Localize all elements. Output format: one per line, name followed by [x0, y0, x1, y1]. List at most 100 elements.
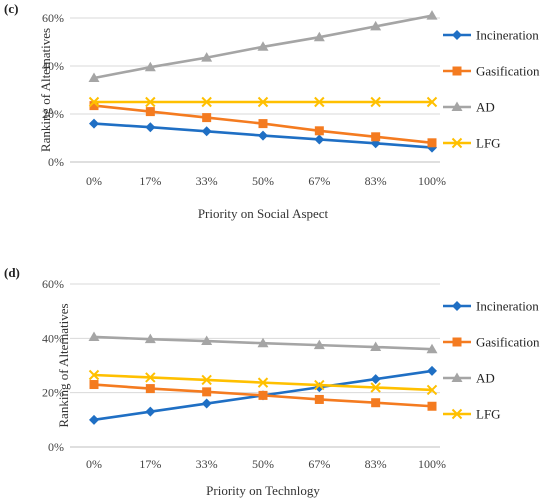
legend-marker	[451, 408, 463, 420]
x-tick-label: 50%	[252, 457, 274, 471]
y-tick-label: 0%	[48, 155, 64, 169]
data-point-gasification	[314, 126, 324, 136]
y-tick-label: 40%	[42, 331, 64, 345]
data-point-lfg	[426, 384, 438, 396]
panel-label: (d)	[4, 265, 20, 280]
data-point-gasification	[202, 387, 212, 397]
data-point-lfg	[88, 369, 100, 381]
legend-item-gasification: Gasification	[443, 64, 540, 79]
data-point-ad	[201, 335, 213, 346]
data-point-incineration	[201, 126, 212, 137]
data-point-incineration	[145, 406, 156, 417]
x-tick-label: 0%	[86, 174, 102, 188]
data-point-lfg	[370, 382, 381, 393]
y-tick-label: 0%	[48, 440, 64, 454]
data-point-gasification	[145, 384, 155, 394]
data-point-gasification	[202, 113, 212, 123]
series-gasification	[89, 380, 437, 411]
series-lfg	[88, 96, 438, 108]
legend-label: LFG	[476, 136, 501, 151]
data-point-lfg	[314, 96, 325, 108]
data-point-ad	[370, 341, 382, 352]
legend-label: AD	[476, 100, 495, 115]
data-point-ad	[201, 52, 213, 62]
legend-item-ad: AD	[443, 100, 495, 115]
data-point-lfg	[201, 374, 212, 386]
data-point-lfg	[201, 96, 212, 108]
x-tick-label: 33%	[196, 174, 218, 188]
data-point-gasification	[145, 107, 155, 117]
legend-label: Incineration	[476, 299, 539, 314]
data-point-gasification	[314, 394, 324, 404]
legend-item-lfg: LFG	[443, 136, 501, 151]
data-point-incineration	[89, 414, 99, 425]
data-point-gasification	[427, 138, 437, 148]
data-point-incineration	[427, 365, 437, 376]
series-incineration	[89, 118, 437, 153]
data-point-incineration	[370, 374, 381, 385]
data-point-ad	[313, 339, 325, 350]
series-lfg	[88, 369, 438, 396]
data-point-ad	[144, 61, 156, 72]
legend-item-ad: AD	[443, 371, 495, 386]
x-tick-label: 17%	[139, 174, 161, 188]
data-point-incineration	[258, 130, 268, 141]
data-point-ad	[88, 72, 100, 82]
data-point-gasification	[371, 132, 381, 142]
legend-marker	[452, 337, 462, 347]
legend-marker	[451, 137, 463, 149]
data-point-ad	[257, 41, 269, 51]
x-tick-label: 67%	[308, 174, 330, 188]
y-tick-label: 60%	[42, 11, 64, 25]
chart-panel-c: (c) 0% 20% 40% 60% 0% 17% 33% 50% 67% 83% 100% Prior…	[4, 1, 540, 221]
data-point-ad	[426, 10, 438, 20]
legend-label: Gasification	[476, 64, 540, 79]
y-tick-label: 60%	[42, 277, 64, 291]
legend-label: Incineration	[476, 28, 539, 43]
legend-marker	[452, 301, 462, 311]
data-point-lfg	[257, 377, 269, 388]
x-tick-label: 50%	[252, 174, 274, 188]
y-tick-label: 40%	[42, 59, 64, 73]
legend-item-incineration: Incineration	[443, 28, 539, 43]
x-tick-label: 33%	[196, 457, 218, 471]
legend-label: LFG	[476, 407, 501, 422]
data-point-gasification	[89, 101, 99, 111]
legend-marker	[451, 101, 463, 111]
legend-item-incineration: Incineration	[443, 299, 539, 314]
y-tick-label: 20%	[42, 107, 64, 121]
data-point-incineration	[314, 134, 325, 145]
data-point-incineration	[145, 122, 156, 133]
x-axis-title: Priority on Social Aspect	[198, 206, 329, 221]
data-point-lfg	[426, 96, 438, 108]
y-axis-title: Ranking of Alternatives	[56, 303, 71, 427]
data-point-lfg	[314, 379, 325, 391]
data-point-gasification	[427, 401, 437, 411]
data-point-lfg	[370, 96, 381, 108]
series-ad	[88, 331, 438, 354]
x-tick-label: 83%	[365, 174, 387, 188]
data-point-incineration	[201, 398, 212, 409]
data-point-ad	[88, 331, 100, 341]
legend-item-lfg: LFG	[443, 407, 501, 422]
data-point-ad	[257, 337, 269, 348]
data-point-ad	[426, 343, 438, 354]
data-point-gasification	[89, 380, 99, 390]
x-tick-label: 17%	[139, 457, 161, 471]
y-tick-label: 20%	[42, 386, 64, 400]
x-tick-label: 100%	[418, 457, 446, 471]
data-point-lfg	[145, 372, 156, 383]
data-point-ad	[313, 31, 325, 42]
panel-label: (c)	[4, 1, 18, 16]
x-tick-label: 83%	[365, 457, 387, 471]
data-point-ad	[370, 20, 382, 31]
x-tick-label: 100%	[418, 174, 446, 188]
data-point-incineration	[89, 118, 99, 129]
x-tick-label: 0%	[86, 457, 102, 471]
data-point-gasification	[258, 390, 268, 400]
data-point-gasification	[258, 119, 268, 129]
data-point-lfg	[88, 96, 100, 108]
legend-label: AD	[476, 371, 495, 386]
x-tick-label: 67%	[308, 457, 330, 471]
